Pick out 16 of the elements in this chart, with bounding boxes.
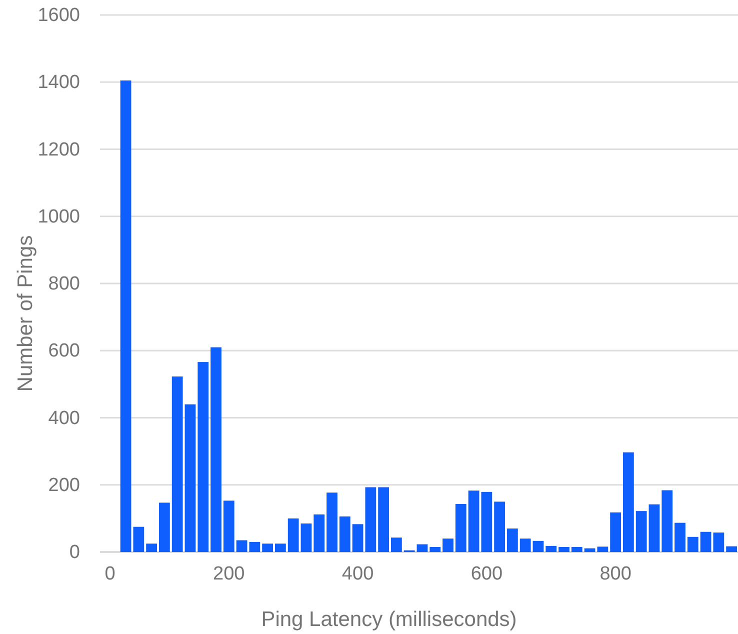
y-tick-label: 1200 bbox=[38, 139, 80, 160]
y-tick-label: 400 bbox=[48, 408, 80, 429]
y-tick-label: 600 bbox=[48, 340, 80, 362]
x-tick-label: 400 bbox=[342, 563, 374, 584]
y-tick-label: 0 bbox=[69, 542, 80, 564]
x-tick-label: 600 bbox=[470, 563, 503, 584]
y-tick-label: 1000 bbox=[38, 206, 80, 228]
x-tick-label: 200 bbox=[213, 563, 245, 584]
y-tick-label: 800 bbox=[48, 274, 80, 295]
y-tick-label: 200 bbox=[48, 474, 80, 496]
y-tick-label: 1600 bbox=[38, 5, 80, 26]
x-tick-label: 0 bbox=[104, 563, 116, 584]
x-tick-label: 800 bbox=[600, 563, 632, 584]
y-tick-label: 1400 bbox=[38, 72, 80, 94]
y-axis-title: Number of Pings bbox=[14, 235, 37, 392]
x-axis-title: Ping Latency (milliseconds) bbox=[261, 608, 517, 631]
